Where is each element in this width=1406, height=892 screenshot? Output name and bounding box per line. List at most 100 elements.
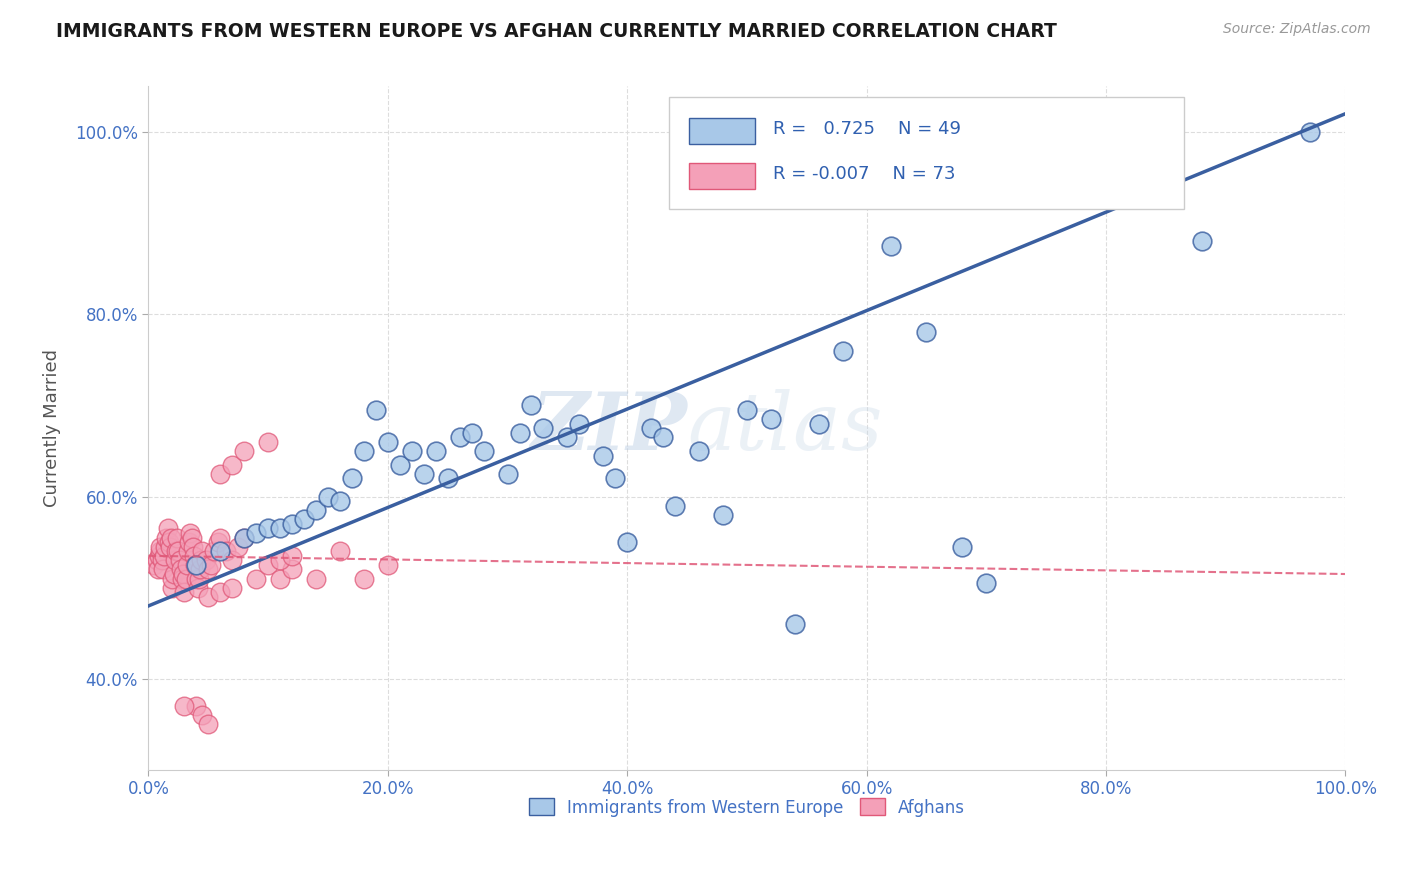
Point — [460, 425, 482, 440]
Point — [257, 558, 280, 572]
Point — [269, 553, 291, 567]
Point — [664, 499, 686, 513]
Point — [508, 425, 530, 440]
Point — [226, 540, 249, 554]
Point — [233, 531, 256, 545]
FancyBboxPatch shape — [669, 96, 1184, 210]
Point — [148, 549, 170, 563]
Point — [186, 558, 208, 572]
Point — [183, 549, 205, 563]
Point — [269, 572, 291, 586]
Point — [176, 558, 198, 572]
Point — [181, 540, 204, 554]
Point — [281, 516, 304, 531]
Point — [533, 421, 555, 435]
Point — [186, 581, 208, 595]
Text: R =   0.725    N = 49: R = 0.725 N = 49 — [773, 120, 962, 137]
Point — [149, 540, 172, 554]
Point — [449, 430, 471, 444]
Point — [257, 434, 280, 449]
Point — [245, 572, 267, 586]
Point — [233, 444, 256, 458]
Point — [191, 708, 214, 723]
Point — [173, 585, 195, 599]
Text: atlas: atlas — [688, 390, 883, 467]
Point — [152, 562, 174, 576]
Point — [472, 444, 495, 458]
Point — [153, 540, 176, 554]
Point — [194, 553, 217, 567]
Point — [209, 544, 232, 558]
Point — [170, 562, 193, 576]
Point — [174, 572, 197, 586]
Point — [640, 421, 662, 435]
Point — [146, 562, 169, 576]
Point — [520, 398, 543, 412]
Point — [950, 540, 973, 554]
Point — [179, 526, 201, 541]
Point — [159, 540, 181, 554]
Point — [207, 535, 229, 549]
Point — [143, 558, 166, 572]
Point — [915, 326, 938, 340]
Point — [184, 558, 207, 572]
Point — [233, 531, 256, 545]
Point — [162, 572, 184, 586]
Point — [146, 553, 169, 567]
Point — [735, 403, 758, 417]
Point — [592, 449, 614, 463]
Point — [186, 572, 208, 586]
Point — [688, 444, 710, 458]
Point — [759, 412, 782, 426]
Point — [605, 471, 627, 485]
Point — [187, 572, 209, 586]
Point — [401, 444, 423, 458]
Point — [353, 572, 375, 586]
Point — [305, 503, 328, 517]
Text: IMMIGRANTS FROM WESTERN EUROPE VS AFGHAN CURRENTLY MARRIED CORRELATION CHART: IMMIGRANTS FROM WESTERN EUROPE VS AFGHAN… — [56, 22, 1057, 41]
Point — [186, 699, 208, 714]
Point — [221, 458, 243, 472]
Point — [209, 467, 232, 481]
Text: ZIP: ZIP — [530, 390, 688, 467]
Point — [879, 239, 901, 253]
Point — [221, 553, 243, 567]
Point — [281, 562, 304, 576]
Point — [425, 444, 447, 458]
Point — [340, 471, 363, 485]
Point — [209, 585, 232, 599]
Point — [173, 699, 195, 714]
Point — [169, 553, 191, 567]
Point — [172, 567, 194, 582]
Point — [150, 553, 173, 567]
Point — [557, 430, 579, 444]
Point — [364, 403, 387, 417]
Point — [807, 417, 830, 431]
Point — [1191, 235, 1213, 249]
Point — [190, 553, 212, 567]
Point — [156, 521, 179, 535]
Point — [783, 617, 806, 632]
Point — [976, 576, 998, 591]
Point — [153, 549, 176, 563]
Point — [316, 490, 339, 504]
Point — [1035, 188, 1057, 202]
Point — [191, 544, 214, 558]
Point — [388, 458, 411, 472]
Text: Source: ZipAtlas.com: Source: ZipAtlas.com — [1223, 22, 1371, 37]
Point — [165, 544, 187, 558]
Point — [202, 544, 225, 558]
Point — [377, 558, 399, 572]
Point — [245, 526, 267, 541]
Point — [170, 572, 193, 586]
Bar — [689, 118, 755, 144]
Point — [831, 343, 853, 358]
Point — [179, 535, 201, 549]
Point — [155, 531, 177, 545]
Point — [269, 521, 291, 535]
Point — [215, 544, 238, 558]
Point — [163, 553, 186, 567]
Point — [412, 467, 434, 481]
Point — [281, 549, 304, 563]
Point — [167, 544, 190, 558]
